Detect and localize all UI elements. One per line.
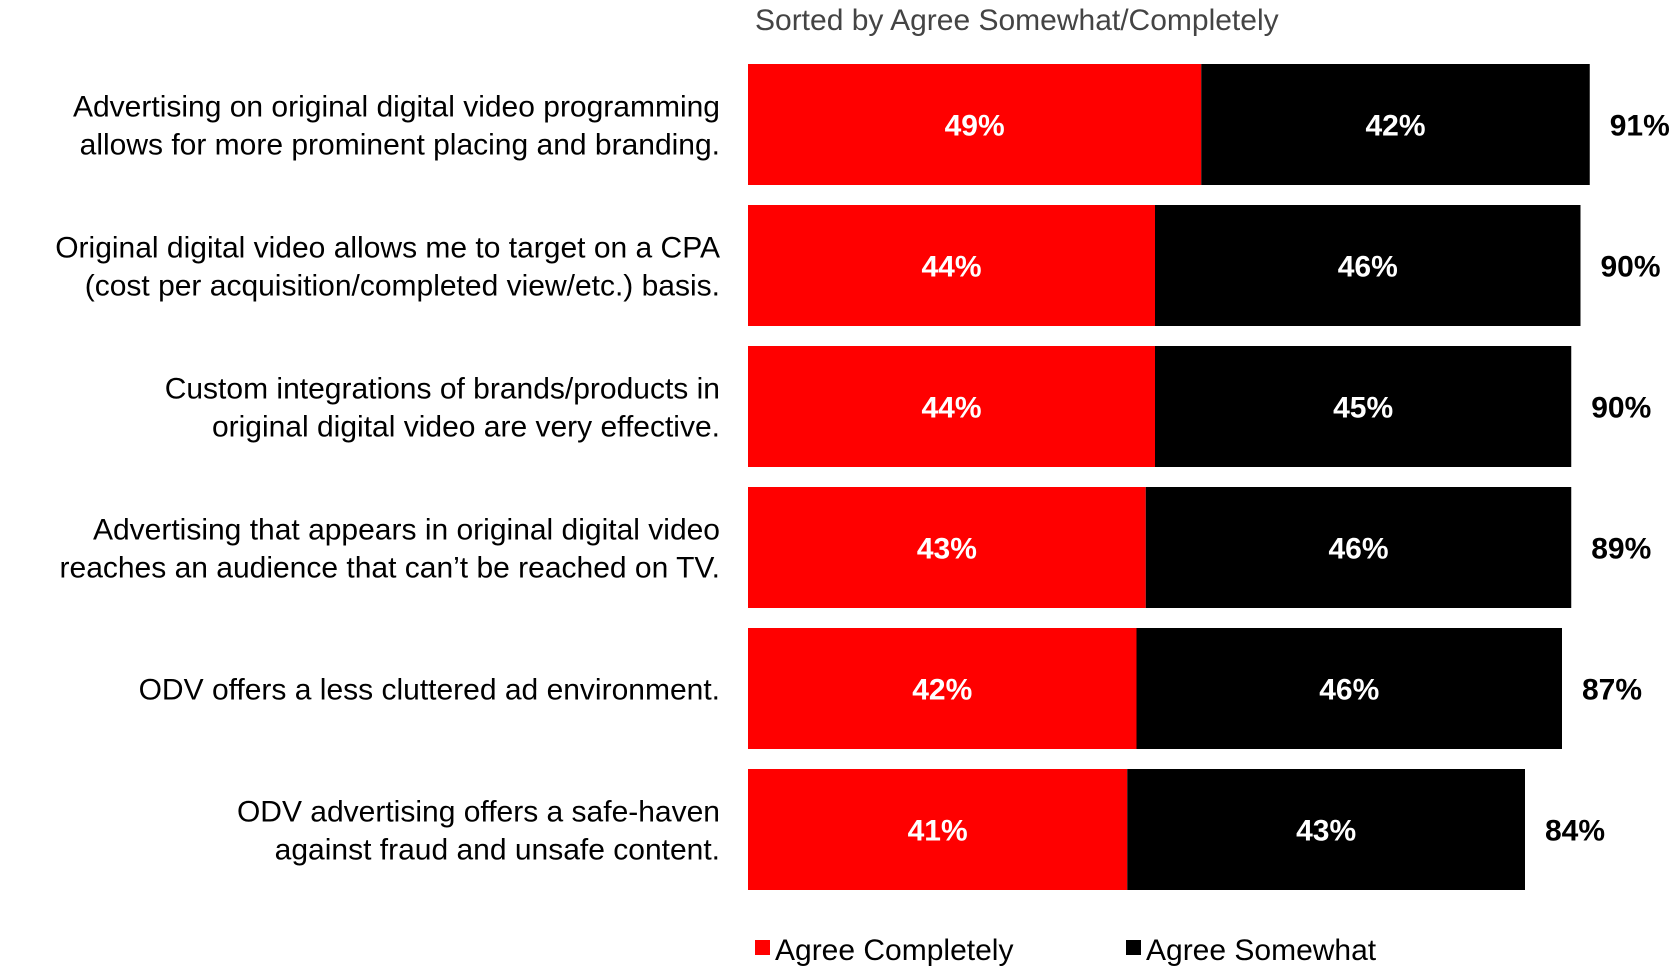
category-label-line: Advertising on original digital video pr… [73,91,720,124]
category-label-line: original digital video are very effectiv… [212,411,720,444]
bar-segment-agree-somewhat [1136,628,1562,749]
category-label-line: Original digital video allows me to targ… [55,232,720,265]
bars [748,64,1590,890]
total-label: 89% [1591,533,1651,566]
data-label: 49% [945,110,1005,143]
category-label-line: (cost per acquisition/completed view/etc… [85,270,720,303]
category-label-line: against fraud and unsafe content. [275,834,720,867]
legend-label: Agree Somewhat [1146,934,1377,967]
category-label: Original digital video allows me to targ… [55,232,720,303]
category-label: Advertising on original digital video pr… [73,91,720,162]
data-label: 42% [1365,110,1425,143]
segment-labels: 49% 42% 44% 46% 44% 45% 43% 46% 42% 46% 41% 43% [908,110,1426,848]
total-label: 90% [1591,392,1651,425]
data-label: 43% [917,533,977,566]
data-label: 46% [1319,674,1379,707]
category-label-line: Custom integrations of brands/products i… [165,373,720,406]
bar-segment-agree-completely [748,205,1155,326]
bar-segment-agree-somewhat [1155,346,1572,467]
legend: Agree Completely Agree Somewhat [755,934,1377,967]
total-label: 87% [1582,674,1642,707]
data-label: 44% [921,392,981,425]
bar-segment-agree-completely [748,346,1155,467]
bar-segment-agree-completely [748,769,1128,890]
total-label: 84% [1545,815,1605,848]
category-label-line: allows for more prominent placing and br… [80,129,720,162]
bar-segment-agree-somewhat [1145,487,1572,608]
bar-segment-agree-completely [748,64,1202,185]
legend-label: Agree Completely [775,934,1013,967]
bar-segment-agree-somewhat [1127,769,1525,890]
bar-segment-agree-somewhat [1201,64,1590,185]
total-labels: 91% 90% 90% 89% 87% 84% [1545,110,1670,848]
data-label: 43% [1296,815,1356,848]
data-label: 45% [1333,392,1393,425]
category-label: Advertising that appears in original dig… [60,514,720,585]
chart-subtitle: Sorted by Agree Somewhat/Completely [755,4,1279,37]
total-label: 90% [1601,251,1661,284]
category-label: ODV offers a less cluttered ad environme… [139,674,720,707]
bar-segment-agree-completely [748,628,1137,749]
legend-swatch [755,940,770,955]
data-label: 42% [912,674,972,707]
category-labels: Advertising on original digital video pr… [55,91,720,867]
bar-segment-agree-somewhat [1155,205,1581,326]
category-label-line: Advertising that appears in original dig… [93,514,720,547]
data-label: 46% [1338,251,1398,284]
bar-segment-agree-completely [748,487,1146,608]
total-label: 91% [1610,110,1670,143]
category-label: ODV advertising offers a safe-haven again… [237,796,720,867]
category-label: Custom integrations of brands/products i… [165,373,720,444]
legend-swatch [1126,940,1141,955]
data-label: 44% [921,251,981,284]
data-label: 46% [1328,533,1388,566]
category-label-line: ODV offers a less cluttered ad environme… [139,674,720,707]
category-label-line: ODV advertising offers a safe-haven [237,796,720,829]
category-label-line: reaches an audience that can’t be reache… [60,552,720,585]
data-label: 41% [908,815,968,848]
